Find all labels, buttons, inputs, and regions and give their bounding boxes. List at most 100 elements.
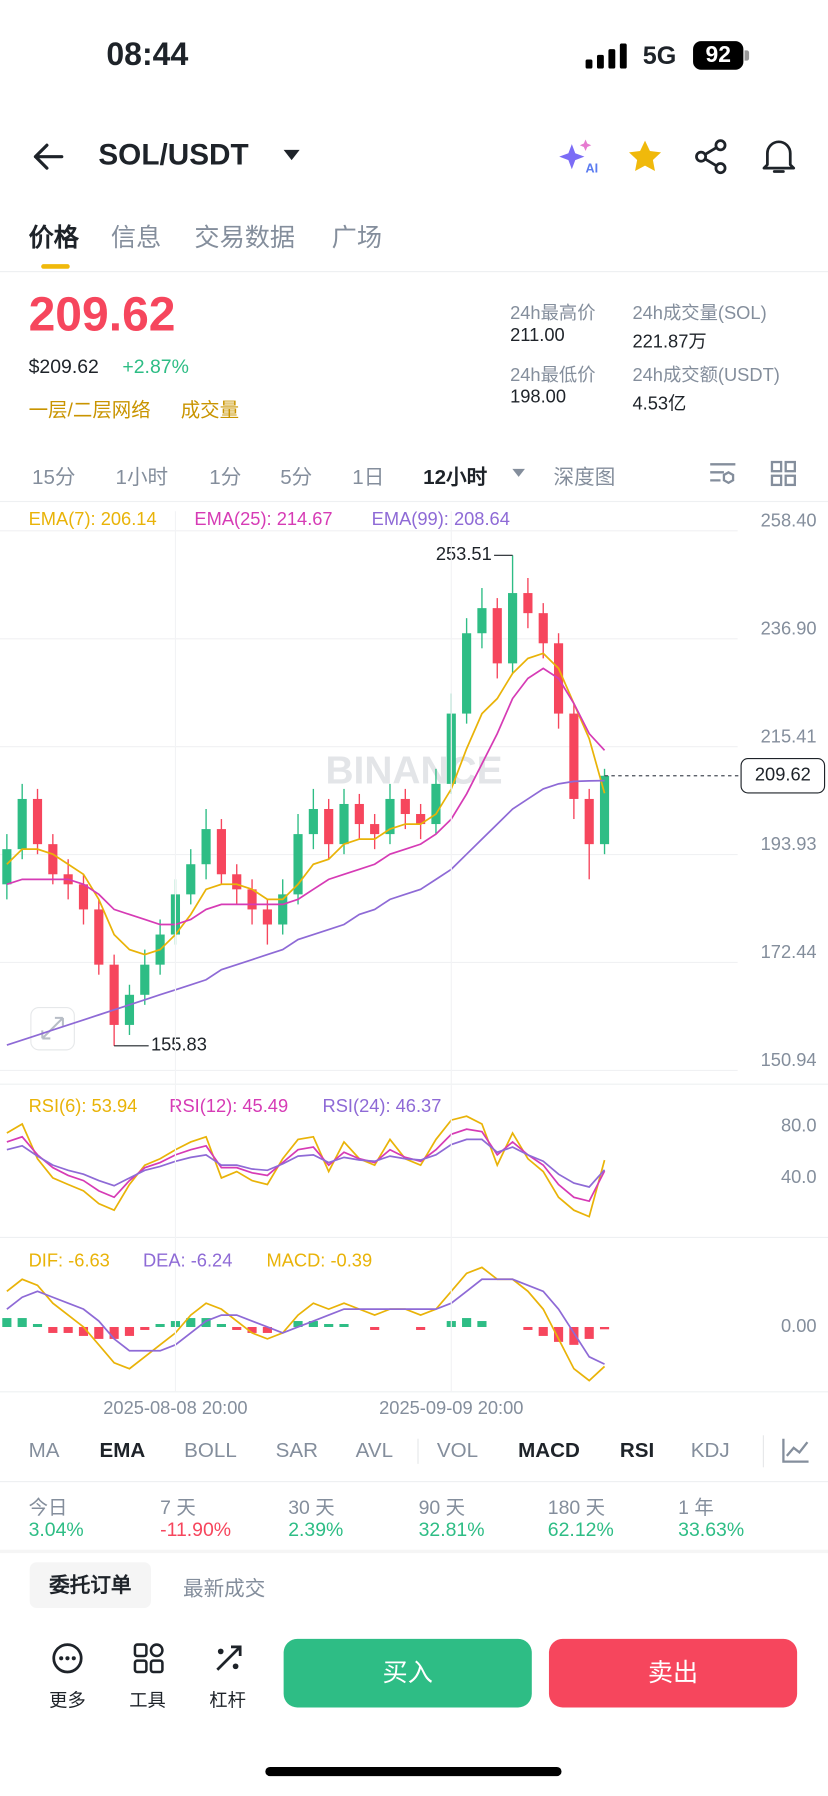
period: 90 天 bbox=[418, 1497, 466, 1519]
stat-value: 198.00 bbox=[510, 387, 567, 408]
back-button[interactable] bbox=[32, 142, 64, 172]
candle-body bbox=[17, 798, 27, 850]
candle-body bbox=[477, 608, 487, 634]
interval[interactable]: 1分 bbox=[209, 465, 242, 489]
indicator-line bbox=[6, 667, 606, 926]
candle-body bbox=[140, 964, 150, 995]
interval[interactable]: 5分 bbox=[280, 465, 313, 489]
candle-body bbox=[216, 829, 226, 875]
interval[interactable]: 1日 bbox=[352, 465, 385, 489]
pair-title[interactable]: SOL/USDT bbox=[98, 137, 249, 172]
favorite-button[interactable] bbox=[627, 138, 664, 175]
candle-body bbox=[278, 894, 288, 925]
stat-value: 221.87万 bbox=[632, 332, 707, 353]
period-change: -11.90% bbox=[160, 1518, 232, 1541]
candle-body bbox=[538, 613, 548, 644]
low-label: 155.83 bbox=[151, 1034, 207, 1055]
interval[interactable]: 15分 bbox=[32, 465, 76, 489]
legend-entry: RSI(6): 53.94 bbox=[29, 1095, 138, 1116]
macd-bar bbox=[339, 1324, 349, 1327]
legend-entry: EMA(25): 214.67 bbox=[194, 508, 332, 529]
tab[interactable]: 信息 bbox=[110, 223, 162, 252]
indicator[interactable]: MACD bbox=[518, 1438, 580, 1462]
expand-button[interactable] bbox=[30, 1006, 75, 1051]
indicator[interactable]: VOL bbox=[436, 1438, 479, 1462]
action-label[interactable]: 更多 bbox=[49, 1691, 86, 1711]
candle-body bbox=[262, 909, 272, 925]
candle-body bbox=[186, 864, 196, 895]
status-battery: 92 bbox=[693, 41, 744, 70]
kline-chart: BINANCE 258.40 236.90 215.41 193.93 172.44 15… bbox=[0, 508, 828, 1418]
legend-entry: EMA(7): 206.14 bbox=[29, 508, 157, 529]
stat-value: 4.53亿 bbox=[632, 394, 687, 415]
macd-bar bbox=[538, 1326, 548, 1336]
divider bbox=[0, 1549, 828, 1554]
status-network: 5G bbox=[642, 41, 677, 70]
tab[interactable]: 广场 bbox=[331, 223, 382, 252]
macd-bar bbox=[262, 1326, 272, 1333]
indicator[interactable]: SAR bbox=[275, 1438, 318, 1462]
order-tab-active[interactable]: 委托订单 bbox=[29, 1562, 151, 1608]
macd-bar bbox=[477, 1321, 487, 1327]
candle-body bbox=[354, 803, 364, 825]
ai-badge: AI bbox=[586, 162, 599, 176]
indicator[interactable]: EMA bbox=[99, 1438, 146, 1462]
period-change: 33.63% bbox=[678, 1518, 745, 1541]
legend-entry: EMA(99): 208.64 bbox=[372, 508, 510, 529]
macd-bar bbox=[247, 1326, 257, 1333]
tab[interactable]: 交易数据 bbox=[194, 223, 296, 252]
order-tab[interactable]: 最新成交 bbox=[182, 1577, 266, 1600]
indicator-line bbox=[6, 1128, 606, 1203]
tools-icon[interactable] bbox=[133, 1642, 165, 1674]
candle-body bbox=[400, 798, 410, 815]
chart-settings[interactable] bbox=[708, 460, 738, 487]
y-tick-label: 236.90 bbox=[761, 617, 817, 638]
status-time: 08:44 bbox=[106, 36, 189, 73]
macd-bar bbox=[155, 1324, 165, 1327]
interval[interactable]: 1小时 bbox=[115, 465, 169, 489]
layout-button[interactable] bbox=[770, 460, 797, 487]
y-tick-label: 258.40 bbox=[761, 509, 817, 530]
divider bbox=[0, 1481, 828, 1483]
macd-bar bbox=[216, 1324, 226, 1327]
tag[interactable]: 一层/二层网络 bbox=[28, 399, 151, 421]
tag[interactable]: 成交量 bbox=[180, 399, 240, 421]
tab[interactable]: 价格 bbox=[28, 223, 79, 252]
legend-entry: RSI(12): 45.49 bbox=[169, 1095, 288, 1116]
candle-body bbox=[416, 814, 426, 825]
watermark: BINANCE bbox=[325, 749, 502, 792]
candle-body bbox=[109, 964, 119, 1025]
indicator-line bbox=[6, 1138, 606, 1188]
pair-dropdown[interactable] bbox=[282, 149, 300, 163]
macd-bar bbox=[109, 1326, 119, 1339]
indicator[interactable]: MA bbox=[28, 1438, 60, 1462]
share-button[interactable] bbox=[693, 138, 730, 175]
legend-entry: MACD: -0.39 bbox=[266, 1249, 372, 1270]
indicator-line bbox=[6, 779, 605, 1046]
macd-bar bbox=[63, 1326, 73, 1333]
interval-active[interactable]: 12小时 bbox=[423, 465, 488, 489]
sell-button[interactable]: 卖出 bbox=[548, 1638, 798, 1708]
buy-button[interactable]: 买入 bbox=[283, 1638, 532, 1708]
macd-bar bbox=[186, 1318, 196, 1327]
indicator-settings[interactable] bbox=[781, 1436, 811, 1463]
more-icon[interactable] bbox=[51, 1642, 83, 1674]
action-label[interactable]: 工具 bbox=[129, 1691, 166, 1711]
indicator[interactable]: RSI bbox=[619, 1438, 655, 1462]
indicator-line bbox=[6, 652, 606, 956]
ai-button[interactable]: AI bbox=[556, 137, 599, 178]
action-label[interactable]: 杠杆 bbox=[209, 1691, 246, 1711]
interval-dropdown[interactable] bbox=[511, 468, 526, 479]
interval[interactable]: 深度图 bbox=[553, 465, 616, 489]
battery-tip bbox=[744, 50, 750, 61]
indicator[interactable]: BOLL bbox=[184, 1438, 237, 1462]
candle-body bbox=[385, 798, 395, 835]
alert-button[interactable] bbox=[761, 137, 798, 176]
separator bbox=[762, 1435, 764, 1468]
divider bbox=[0, 500, 828, 503]
candle-body bbox=[492, 608, 502, 664]
indicator[interactable]: AVL bbox=[355, 1438, 394, 1462]
leverage-icon[interactable] bbox=[213, 1642, 245, 1674]
indicator[interactable]: KDJ bbox=[690, 1438, 730, 1462]
macd-bar bbox=[2, 1318, 12, 1327]
